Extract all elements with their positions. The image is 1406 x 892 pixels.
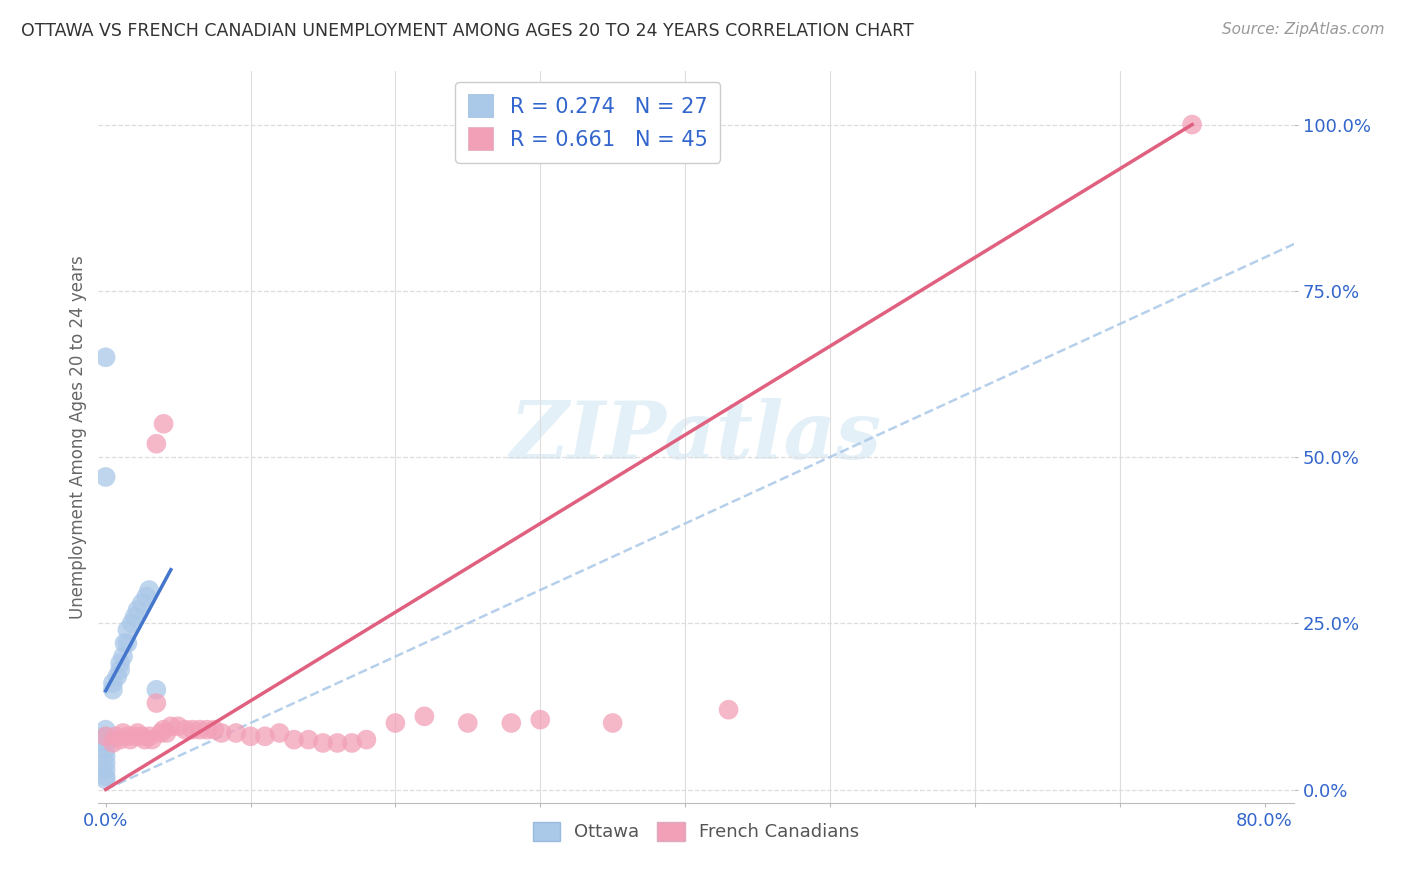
Point: [117, 729, 139, 743]
Point: [326, 736, 349, 750]
Text: ZIPatlas: ZIPatlas: [510, 399, 882, 475]
Point: [94, 772, 117, 787]
Point: [145, 682, 167, 697]
Point: [384, 716, 406, 731]
Point: [160, 719, 183, 733]
Point: [135, 590, 157, 604]
Point: [152, 723, 174, 737]
Point: [94, 742, 117, 756]
Point: [253, 729, 276, 743]
Point: [124, 729, 146, 743]
Point: [117, 623, 139, 637]
Point: [138, 582, 160, 597]
Point: [413, 709, 436, 723]
Point: [188, 723, 211, 737]
Point: [152, 417, 174, 431]
Text: Source: ZipAtlas.com: Source: ZipAtlas.com: [1222, 22, 1385, 37]
Point: [94, 736, 117, 750]
Point: [174, 723, 197, 737]
Point: [225, 726, 247, 740]
Point: [112, 726, 135, 740]
Point: [105, 669, 128, 683]
Point: [108, 656, 131, 670]
Point: [283, 732, 305, 747]
Point: [94, 749, 117, 764]
Point: [138, 729, 160, 743]
Point: [457, 716, 479, 731]
Point: [127, 603, 149, 617]
Point: [356, 732, 378, 747]
Point: [195, 723, 218, 737]
Point: [108, 732, 131, 747]
Point: [124, 609, 146, 624]
Point: [94, 723, 117, 737]
Point: [1181, 118, 1204, 132]
Point: [602, 716, 624, 731]
Point: [121, 616, 143, 631]
Point: [211, 726, 233, 740]
Point: [134, 732, 156, 747]
Point: [131, 729, 153, 743]
Point: [101, 736, 124, 750]
Point: [145, 696, 167, 710]
Point: [167, 719, 190, 733]
Point: [340, 736, 363, 750]
Point: [94, 756, 117, 770]
Point: [104, 729, 127, 743]
Legend: Ottawa, French Canadians: Ottawa, French Canadians: [526, 814, 866, 848]
Point: [501, 716, 523, 731]
Point: [155, 726, 177, 740]
Point: [145, 436, 167, 450]
Point: [717, 703, 740, 717]
Point: [101, 676, 124, 690]
Point: [101, 682, 124, 697]
Point: [149, 726, 172, 740]
Point: [94, 729, 117, 743]
Point: [112, 649, 135, 664]
Point: [108, 663, 131, 677]
Point: [131, 596, 153, 610]
Point: [141, 732, 163, 747]
Point: [297, 732, 319, 747]
Text: OTTAWA VS FRENCH CANADIAN UNEMPLOYMENT AMONG AGES 20 TO 24 YEARS CORRELATION CHA: OTTAWA VS FRENCH CANADIAN UNEMPLOYMENT A…: [21, 22, 914, 40]
Point: [269, 726, 291, 740]
Point: [127, 726, 149, 740]
Point: [114, 636, 136, 650]
Point: [529, 713, 551, 727]
Point: [312, 736, 335, 750]
Point: [94, 763, 117, 777]
Y-axis label: Unemployment Among Ages 20 to 24 years: Unemployment Among Ages 20 to 24 years: [69, 255, 87, 619]
Point: [181, 723, 204, 737]
Point: [202, 723, 225, 737]
Point: [120, 732, 142, 747]
Point: [94, 769, 117, 783]
Point: [239, 729, 262, 743]
Point: [94, 351, 117, 365]
Point: [94, 729, 117, 743]
Point: [94, 470, 117, 484]
Point: [117, 636, 139, 650]
